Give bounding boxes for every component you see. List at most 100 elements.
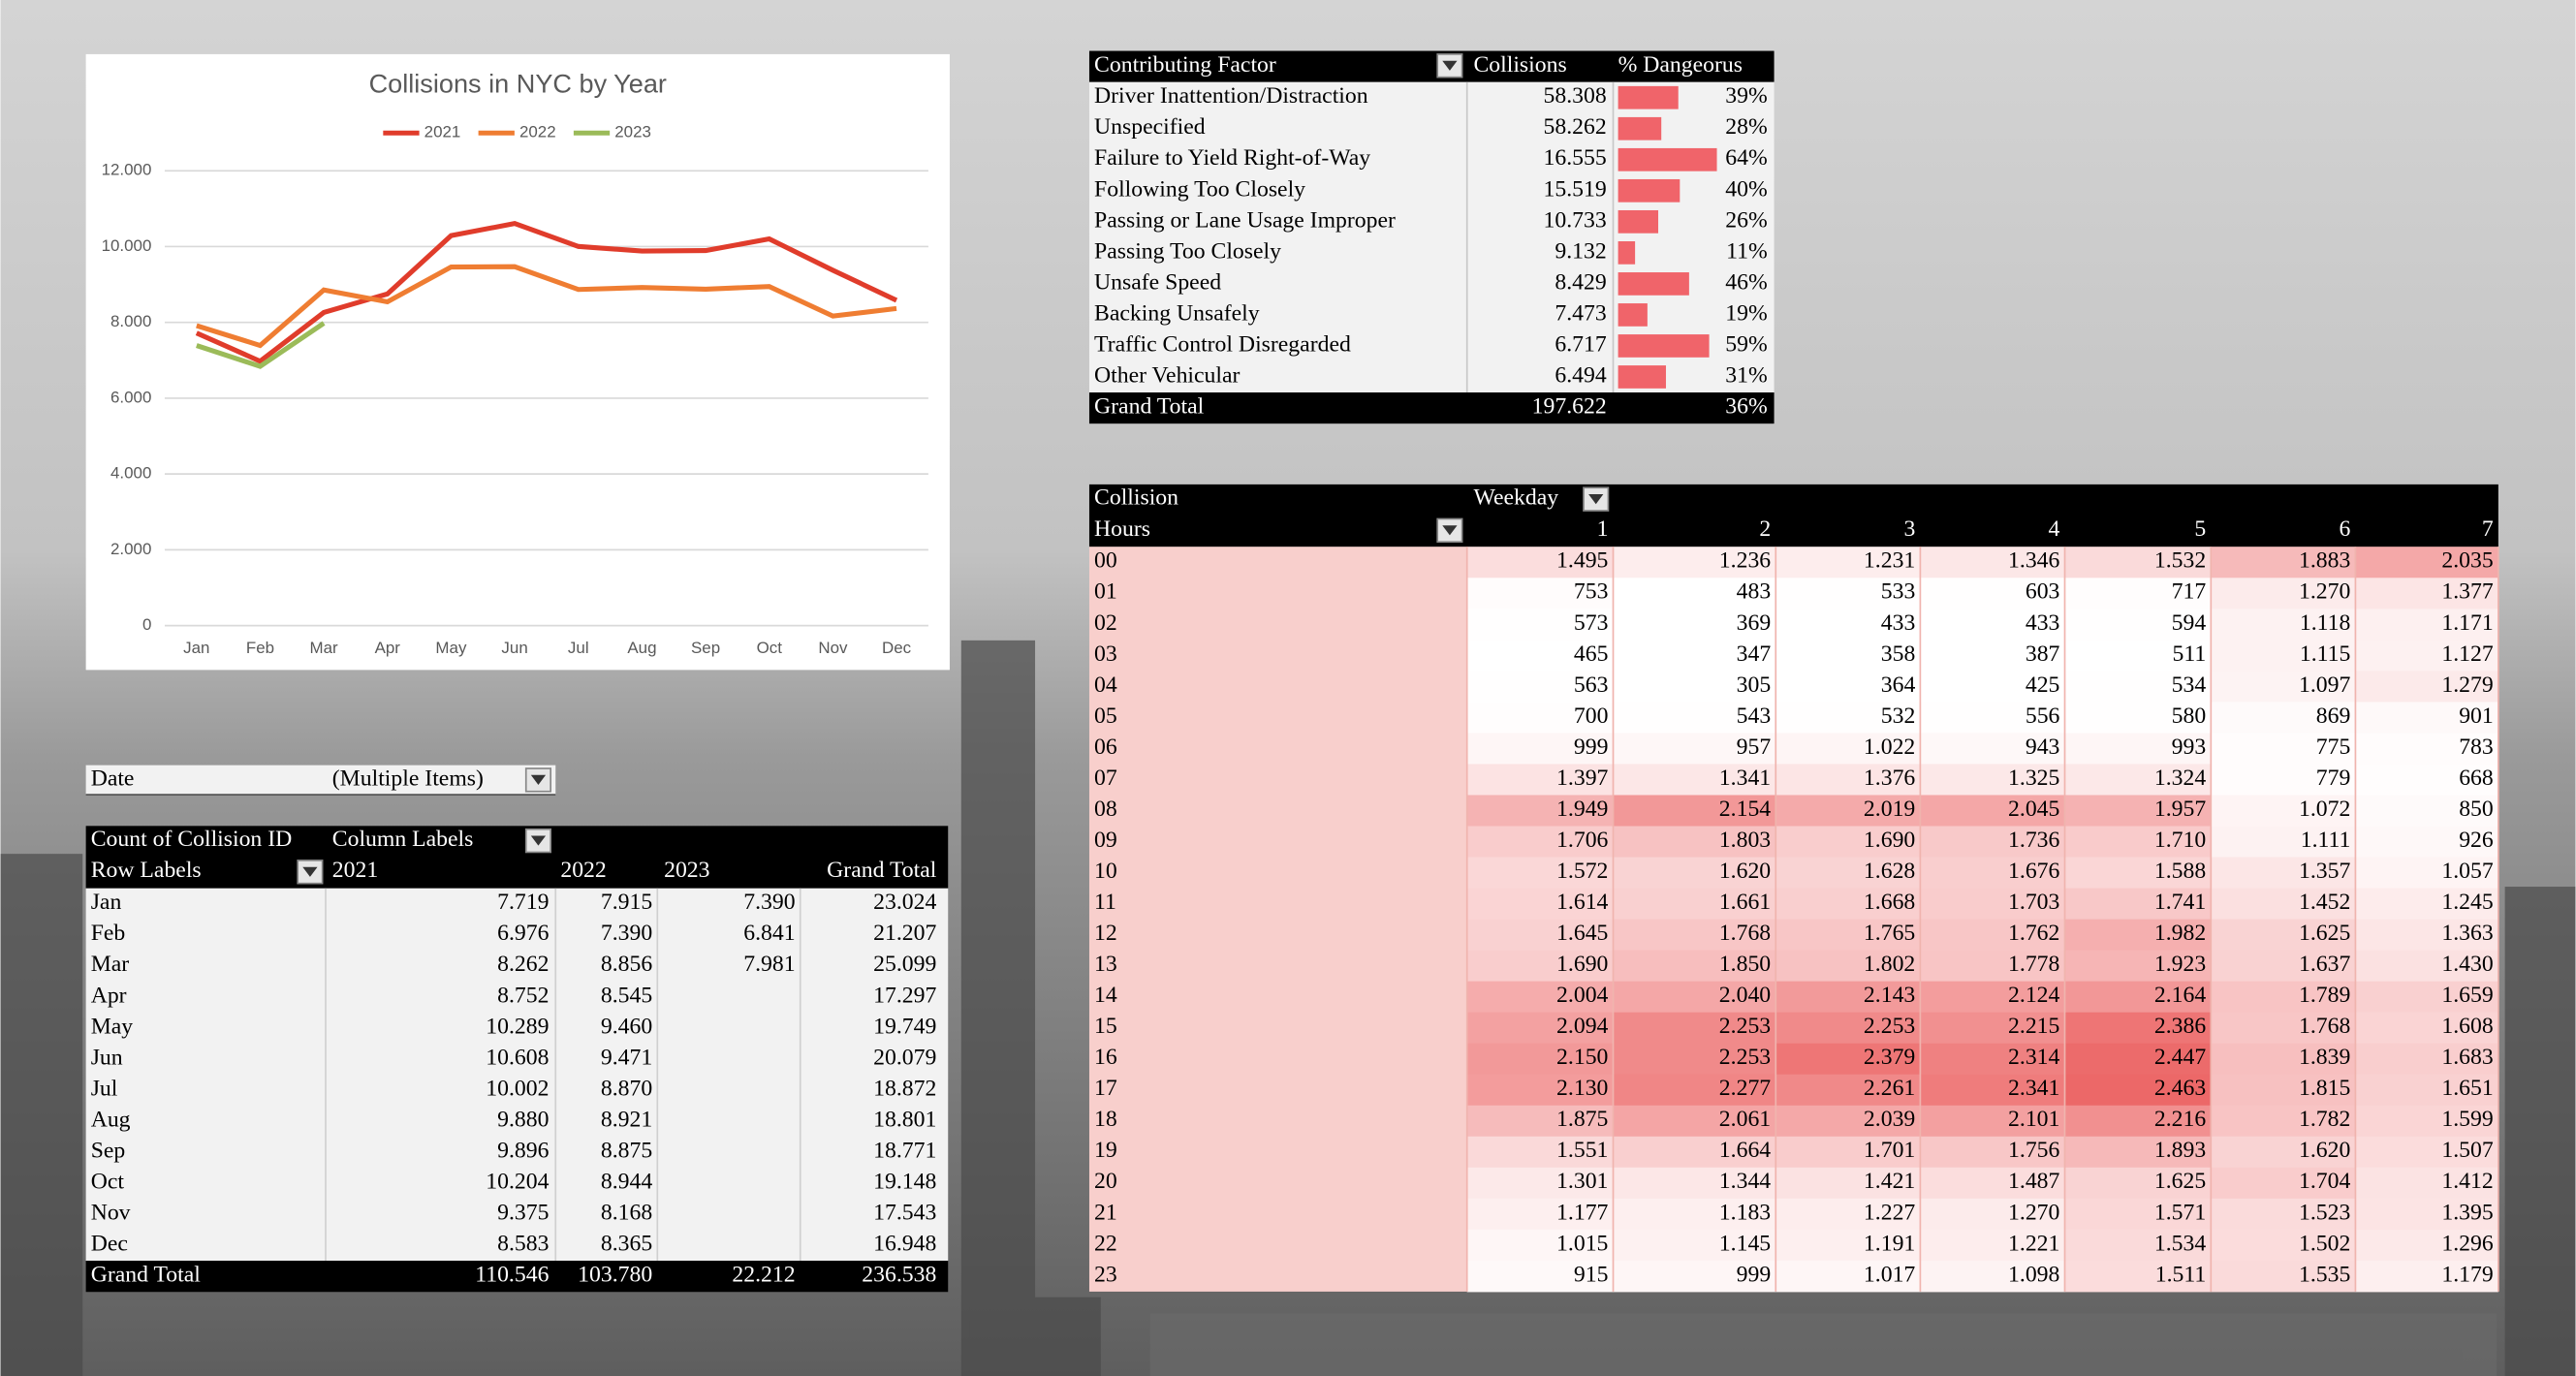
heat-value: 1.111 bbox=[2301, 828, 2351, 853]
hour-label: 09 bbox=[1094, 828, 1117, 853]
heat-value: 1.571 bbox=[2154, 1200, 2206, 1225]
heat-value: 358 bbox=[1881, 641, 1916, 667]
hour-label: 13 bbox=[1094, 952, 1117, 977]
heat-cell bbox=[1775, 1229, 1921, 1262]
heat-cell bbox=[1466, 1198, 1614, 1231]
heat-cell bbox=[1920, 950, 2065, 983]
heat-cell bbox=[1613, 888, 1776, 921]
heat-value: 556 bbox=[2026, 704, 2060, 729]
heatmap-row-header: Hours bbox=[1094, 516, 1150, 542]
heat-value: 1.376 bbox=[1864, 766, 1916, 791]
heat-cell bbox=[1613, 1229, 1776, 1262]
x-tick-label: Jan bbox=[183, 639, 209, 657]
heat-cell bbox=[1920, 547, 2065, 579]
data-bar bbox=[1618, 303, 1648, 327]
heat-cell bbox=[1466, 826, 1614, 859]
factor-name: Unsafe Speed bbox=[1094, 269, 1221, 295]
heat-cell bbox=[1466, 1167, 1614, 1200]
heat-value: 1.668 bbox=[1864, 890, 1915, 915]
heat-cell bbox=[2064, 950, 2212, 983]
heat-cell bbox=[2064, 1167, 2212, 1200]
heat-value: 1.363 bbox=[2441, 921, 2493, 946]
heat-cell bbox=[2355, 950, 2498, 983]
x-tick-label: Apr bbox=[375, 639, 401, 657]
heat-cell bbox=[2211, 640, 2356, 672]
pivot-row-labels: Row Labels bbox=[91, 858, 202, 883]
pivot-cell: 18.872 bbox=[873, 1076, 936, 1101]
factor-name: Passing Too Closely bbox=[1094, 238, 1281, 264]
heat-value: 1.227 bbox=[1864, 1200, 1916, 1225]
line-series bbox=[195, 220, 898, 364]
heat-cell bbox=[2211, 1012, 2356, 1045]
heat-value: 1.850 bbox=[1719, 952, 1771, 977]
heatmap-column-label: 2 bbox=[1759, 516, 1771, 542]
heat-value: 387 bbox=[2026, 641, 2060, 667]
factor-collisions: 58.262 bbox=[1544, 114, 1607, 140]
heat-cell bbox=[1775, 1167, 1921, 1200]
heat-cell bbox=[1920, 578, 2065, 610]
heat-value: 700 bbox=[1574, 704, 1609, 729]
heat-value: 1.177 bbox=[1556, 1200, 1609, 1225]
heat-value: 1.502 bbox=[2299, 1231, 2350, 1256]
hour-label: 05 bbox=[1094, 704, 1117, 729]
factor-pct: 31% bbox=[1725, 362, 1767, 388]
hour-label: 19 bbox=[1094, 1138, 1117, 1163]
pivot-cell: 9.471 bbox=[601, 1045, 652, 1070]
heat-value: 603 bbox=[2026, 579, 2060, 605]
heat-value: 2.150 bbox=[1556, 1045, 1608, 1070]
x-tick-label: Jun bbox=[501, 639, 527, 657]
x-tick-label: Mar bbox=[310, 639, 339, 657]
heat-value: 1.118 bbox=[2300, 610, 2351, 636]
hour-label: 18 bbox=[1094, 1107, 1117, 1132]
hour-label: 10 bbox=[1094, 859, 1117, 884]
heat-cell bbox=[1613, 981, 1776, 1014]
pivot-cell: 21.207 bbox=[873, 921, 936, 946]
factor-pct: 11% bbox=[1726, 238, 1768, 264]
pivot-cell: 8.875 bbox=[601, 1138, 652, 1163]
heatmap-header bbox=[1088, 484, 2498, 547]
heat-cell bbox=[1466, 671, 1614, 703]
heat-cell bbox=[2211, 609, 2356, 641]
factor-header-label: Collisions bbox=[1473, 52, 1566, 78]
heat-cell bbox=[2355, 888, 2498, 921]
heat-value: 1.625 bbox=[2154, 1169, 2206, 1194]
heat-cell bbox=[2355, 1198, 2498, 1231]
heat-cell bbox=[1775, 702, 1921, 734]
pivot-cell: 18.801 bbox=[873, 1107, 936, 1132]
factor-total-row bbox=[1088, 391, 1775, 424]
chart-title: Collisions in NYC by Year bbox=[369, 68, 667, 98]
heat-cell bbox=[1613, 1012, 1776, 1045]
factor-total-pct: 36% bbox=[1725, 394, 1767, 420]
heat-value: 1.534 bbox=[2154, 1231, 2207, 1256]
heat-cell bbox=[1466, 919, 1614, 952]
pivot-cell: 7.981 bbox=[743, 952, 795, 977]
heat-value: 915 bbox=[1574, 1262, 1609, 1287]
filter-value: (Multiple Items) bbox=[332, 766, 484, 791]
heatmap-column-label: 4 bbox=[2049, 516, 2060, 542]
heat-cell bbox=[1466, 702, 1614, 734]
heat-value: 2.045 bbox=[2008, 797, 2059, 822]
heat-value: 779 bbox=[2316, 766, 2351, 791]
heat-cell bbox=[2211, 1105, 2356, 1138]
pivot-cell: 6.841 bbox=[743, 921, 795, 946]
heat-cell bbox=[1775, 609, 1921, 641]
heat-cell bbox=[2355, 919, 2498, 952]
legend-label: 2021 bbox=[424, 123, 461, 141]
heat-cell bbox=[1613, 1074, 1776, 1107]
heat-value: 1.017 bbox=[1864, 1262, 1916, 1287]
pivot-cell: 10.608 bbox=[486, 1045, 549, 1070]
heat-cell bbox=[2064, 1012, 2212, 1045]
x-tick-label: Aug bbox=[627, 639, 656, 657]
heat-value: 1.357 bbox=[2299, 859, 2351, 884]
heat-cell bbox=[1613, 857, 1776, 890]
heat-value: 2.216 bbox=[2154, 1107, 2207, 1132]
heat-cell bbox=[1613, 1043, 1776, 1076]
heat-cell bbox=[2211, 857, 2356, 890]
pivot-total-cell: 103.780 bbox=[578, 1263, 652, 1288]
heat-cell bbox=[1613, 1105, 1776, 1138]
heat-cell bbox=[1920, 1260, 2065, 1293]
heat-value: 1.599 bbox=[2441, 1107, 2493, 1132]
heat-cell bbox=[2064, 578, 2212, 610]
heat-cell bbox=[1775, 888, 1921, 921]
heat-cell bbox=[1466, 640, 1614, 672]
